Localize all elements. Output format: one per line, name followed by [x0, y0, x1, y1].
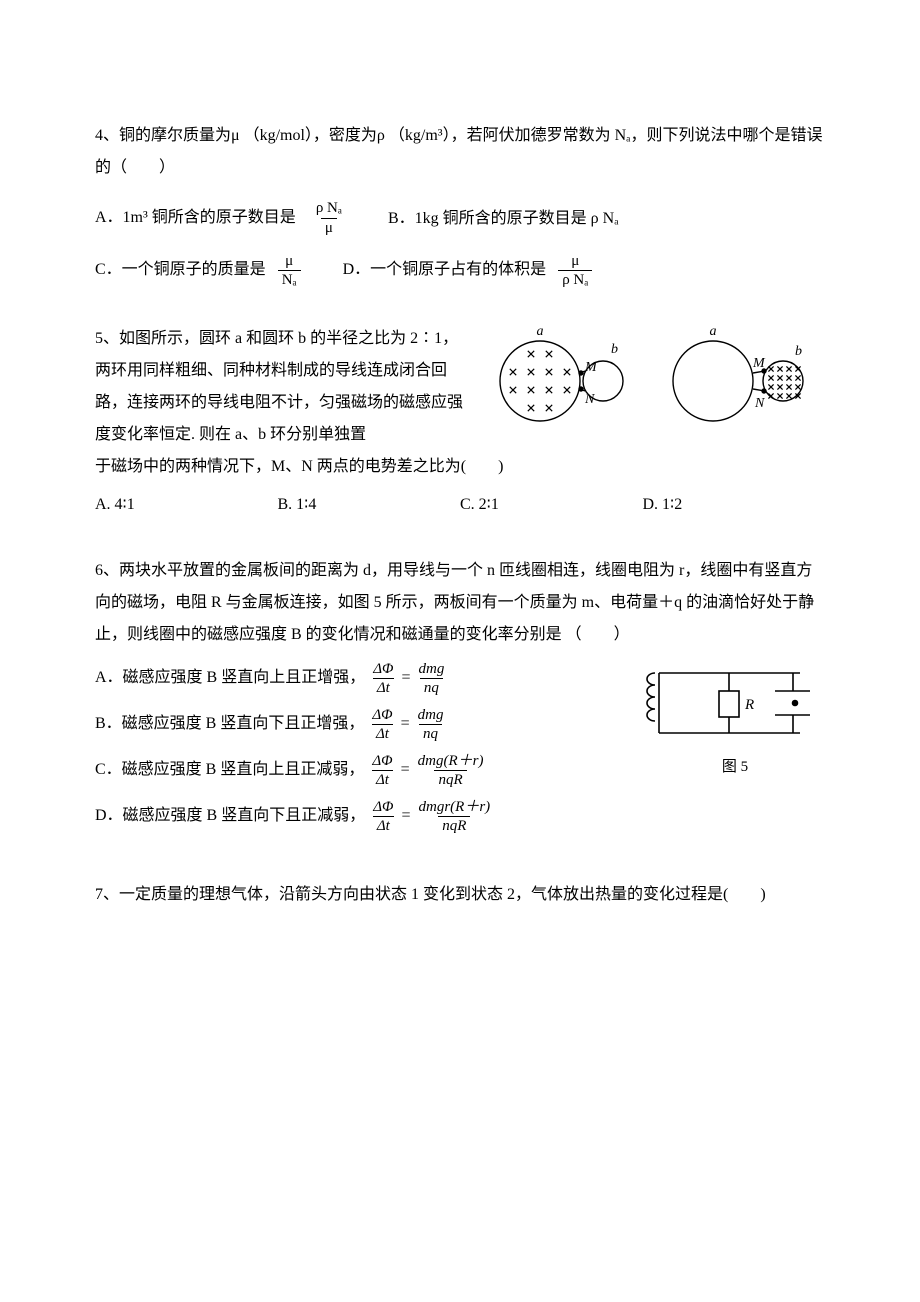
q4-a-prefix: A．1m³ 铜所含的原子数目是 — [95, 209, 296, 226]
q6-a-den: nq — [420, 678, 443, 697]
q4-a-num: ρ Nₐ — [312, 200, 346, 218]
q5-stem-full: 于磁场中的两种情况下，M、N 两点的电势差之比为( ) — [95, 451, 825, 483]
q6-r-label: R — [744, 697, 754, 713]
q5-figure-right: a b M N — [663, 323, 823, 433]
q6-d-text: D．磁感应强度 B 竖直向下且正减弱， — [95, 802, 365, 831]
q6-c-rhs: dmg(R＋r) nqR — [414, 753, 488, 789]
q4-d-num: μ — [567, 253, 583, 271]
q5-option-c: C. 2∶1 — [460, 489, 643, 521]
q6-b-lhs: ΔΦ Δt — [368, 707, 396, 743]
q4-option-d: D．一个铜原子占有的体积是 μ ρ Nₐ — [343, 252, 597, 288]
question-4: 4、铜的摩尔质量为μ （kg/mol），密度为ρ （kg/m³），若阿伏加德罗常… — [95, 120, 825, 289]
q4-option-a: A．1m³ 铜所含的原子数目是 ρ Nₐ μ — [95, 200, 350, 236]
q4-d-den: ρ Nₐ — [558, 270, 592, 289]
q4-c-num: μ — [281, 253, 297, 271]
q5-label-m-left: M — [584, 360, 598, 375]
q5-label-b-left: b — [611, 342, 618, 357]
question-5: 5、如图所示，圆环 a 和圆环 b 的半径之比为 2∶1，两环用同样粗细、同种材… — [95, 323, 825, 521]
q5-label-b-right: b — [795, 344, 802, 359]
q4-row-cd: C．一个铜原子的质量是 μ Nₐ D．一个铜原子占有的体积是 μ ρ Nₐ — [95, 252, 825, 288]
question-6: 6、两块水平放置的金属板间的距离为 d，用导线与一个 n 匝线圈相连，线圈电阻为… — [95, 555, 825, 845]
q5-label-a-right: a — [710, 324, 717, 339]
q6-d-rhs: dmgr(R＋r) nqR — [415, 799, 495, 835]
q4-stem: 4、铜的摩尔质量为μ （kg/mol），密度为ρ （kg/m³），若阿伏加德罗常… — [95, 120, 825, 184]
q5-stem-left: 5、如图所示，圆环 a 和圆环 b 的半径之比为 2∶1，两环用同样粗细、同种材… — [95, 323, 471, 451]
q5-option-d: D. 1∶2 — [643, 489, 826, 521]
q5-label-n-right: N — [754, 396, 765, 411]
q4-row-ab: A．1m³ 铜所含的原子数目是 ρ Nₐ μ B．1kg 铜所含的原子数目是 ρ… — [95, 200, 825, 236]
q5-label-n-left: N — [584, 392, 595, 407]
q4-a-den: μ — [321, 218, 337, 237]
q4-d-prefix: D．一个铜原子占有的体积是 — [343, 261, 547, 278]
q6-a-rhs: dmg nq — [415, 661, 449, 697]
q6-b-text: B．磁感应强度 B 竖直向下且正增强， — [95, 710, 364, 739]
q6-circuit-svg: R — [645, 661, 815, 747]
q6-options: A．磁感应强度 B 竖直向上且正增强， ΔΦ Δt = dmg nq B．磁感应… — [95, 661, 621, 845]
q6-a-lhs-num: ΔΦ — [369, 661, 397, 679]
q6-c-lhs: ΔΦ Δt — [368, 753, 396, 789]
q4-option-c: C．一个铜原子的质量是 μ Nₐ — [95, 252, 305, 288]
q4-d-fraction: μ ρ Nₐ — [558, 253, 592, 289]
q5-options: A. 4∶1 B. 1∶4 C. 2∶1 D. 1∶2 — [95, 489, 825, 521]
q6-d-lhs: ΔΦ Δt — [369, 799, 397, 835]
q6-c-text: C．磁感应强度 B 竖直向上且正减弱， — [95, 756, 364, 785]
q5-label-a-left: a — [537, 324, 544, 339]
q5-figure-left: a b M N — [485, 323, 645, 433]
q6-a-num: dmg — [415, 661, 449, 679]
q6-option-a: A．磁感应强度 B 竖直向上且正增强， ΔΦ Δt = dmg nq — [95, 661, 621, 697]
q4-a-fraction: ρ Nₐ μ — [312, 200, 346, 236]
q4-c-fraction: μ Nₐ — [278, 253, 301, 289]
q7-stem: 7、一定质量的理想气体，沿箭头方向由状态 1 变化到状态 2，气体放出热量的变化… — [95, 879, 825, 911]
q5-option-a: A. 4∶1 — [95, 489, 278, 521]
q6-fig-caption: 图 5 — [645, 755, 825, 779]
q6-a-lhs: ΔΦ Δt — [369, 661, 397, 697]
q6-option-b: B．磁感应强度 B 竖直向下且正增强， ΔΦ Δt = dmg nq — [95, 707, 621, 743]
q6-b-rhs: dmg nq — [414, 707, 448, 743]
question-7: 7、一定质量的理想气体，沿箭头方向由状态 1 变化到状态 2，气体放出热量的变化… — [95, 879, 825, 911]
q4-c-prefix: C．一个铜原子的质量是 — [95, 261, 266, 278]
q6-a-eq: = — [401, 664, 410, 693]
q5-figures: a b M N a b M N — [485, 323, 825, 451]
q6-option-c: C．磁感应强度 B 竖直向上且正减弱， ΔΦ Δt = dmg(R＋r) nqR — [95, 753, 621, 789]
q5-label-m-right: M — [752, 356, 766, 371]
q4-option-b: B．1kg 铜所含的原子数目是 ρ Nₐ — [388, 201, 619, 236]
q4-c-den: Nₐ — [278, 270, 301, 289]
q6-figure: R 图 5 — [645, 661, 825, 779]
q6-a-lhs-den: Δt — [373, 678, 394, 697]
q6-option-d: D．磁感应强度 B 竖直向下且正减弱， ΔΦ Δt = dmgr(R＋r) nq… — [95, 799, 621, 835]
q5-option-b: B. 1∶4 — [278, 489, 461, 521]
q6-a-text: A．磁感应强度 B 竖直向上且正增强， — [95, 664, 365, 693]
q6-stem: 6、两块水平放置的金属板间的距离为 d，用导线与一个 n 匝线圈相连，线圈电阻为… — [95, 555, 825, 651]
